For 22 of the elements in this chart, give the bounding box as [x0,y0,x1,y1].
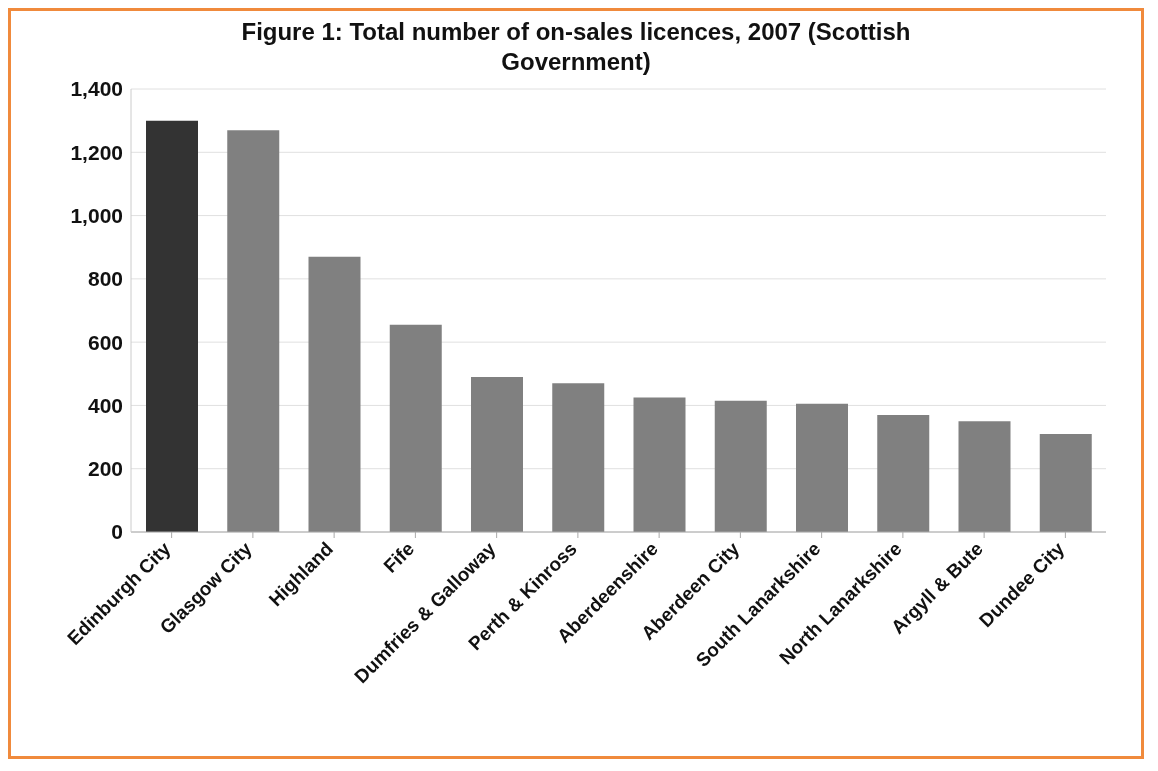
y-tick-label: 1,000 [70,204,123,228]
bar [877,414,930,532]
x-tick-label: Fife [379,537,419,577]
bar [146,120,198,532]
y-tick-label: 800 [87,267,123,291]
y-tick-label: 400 [87,393,123,417]
bar [308,256,361,532]
y-tick-label: 0 [111,520,123,544]
bar [714,400,767,532]
y-tick-label: 1,400 [70,77,123,101]
bar [227,130,280,532]
y-tick-label: 1,200 [70,140,123,164]
bar [389,324,442,532]
y-tick-label: 200 [87,457,123,481]
chart-title: Figure 1: Total number of on-sales licences, 2007 (Scottish Government) [240,17,912,77]
bar [1039,433,1092,532]
y-tick-label: 600 [87,330,123,354]
bar [958,421,1011,532]
bar [796,403,848,532]
bar [633,397,686,532]
bar [471,376,523,532]
bar [552,383,605,532]
